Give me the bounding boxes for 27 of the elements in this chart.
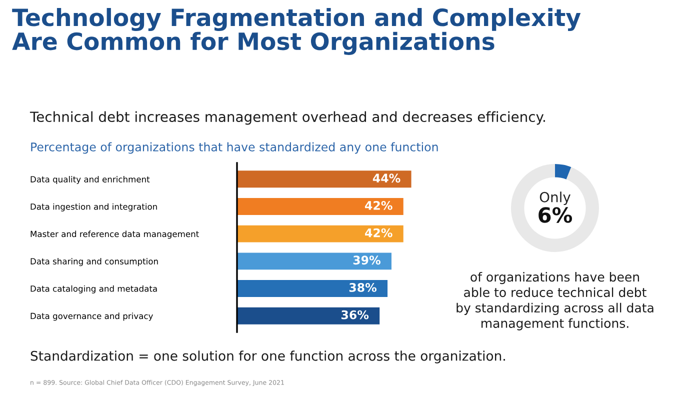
donut-slice (511, 164, 599, 252)
data-label: 42% (365, 200, 392, 210)
text: of organizations have been able to reduce technical debt by standardizing across all data management functions. (456, 272, 654, 330)
data-label: 39% (353, 256, 380, 265)
donut-slice (555, 164, 572, 180)
text: Percentage of organizations that have standardized any one function (31, 142, 438, 154)
y-tick-label: Data sharing and consumption (30, 258, 158, 266)
text: Standardization = one solution for one function across the organization. (30, 350, 505, 364)
y-tick-label: Master and reference data management (30, 230, 199, 239)
bar (237, 252, 392, 270)
bar (237, 198, 404, 215)
chart-title: Technology Fragmentation and Complexity Are Common for Most Organizations (12, 8, 581, 55)
data-label: 44% (372, 174, 400, 183)
data-label: 36% (342, 310, 369, 320)
data-label: 42% (365, 228, 392, 238)
y-tick-label: Data cataloging and metadata (30, 285, 157, 294)
bar (237, 307, 380, 324)
bar (237, 170, 412, 188)
text: Only (540, 192, 570, 206)
y-tick-label: Data governance and privacy (30, 312, 153, 321)
text: 6% (538, 207, 572, 223)
y-tick-label: Data ingestion and integration (30, 203, 157, 212)
bar (237, 225, 404, 242)
chart-subtitle: Technical debt increases management overhead and decreases efficiency. (30, 111, 545, 125)
y-tick-label: Data quality and enrichment (30, 176, 150, 184)
data-label: 38% (349, 283, 377, 292)
bar (237, 280, 388, 297)
